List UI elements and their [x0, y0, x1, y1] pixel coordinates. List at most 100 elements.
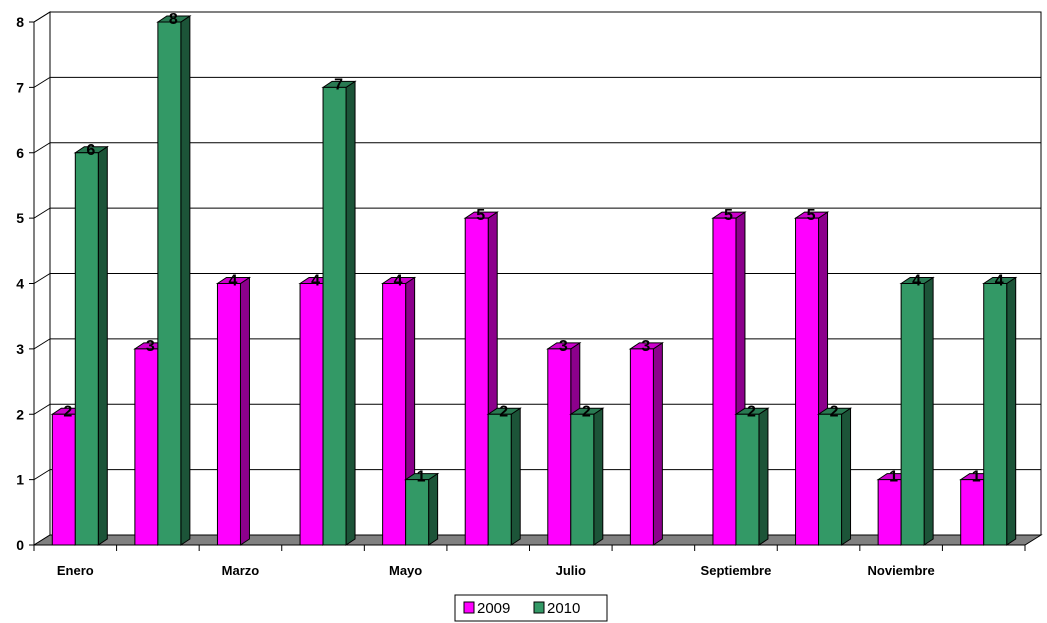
y-tick-label: 0	[16, 537, 24, 553]
bar-front	[134, 348, 159, 546]
bar-front	[818, 413, 843, 546]
bar-front	[900, 283, 925, 546]
data-label: 4	[995, 273, 1004, 290]
data-label: 5	[724, 207, 733, 224]
bar-2010-diciembre	[982, 276, 1018, 546]
gridlines	[33, 11, 1041, 481]
bar-side	[428, 472, 439, 546]
bar-front	[382, 283, 407, 546]
bars	[50, 15, 1018, 546]
bar-2010-octubre	[816, 407, 853, 546]
bar-2010-septiembre	[734, 407, 770, 546]
x-tick-label: Julio	[556, 563, 586, 578]
y-tick-label: 1	[16, 472, 24, 488]
data-label: 1	[972, 469, 981, 486]
bar-2010-julio	[569, 407, 605, 546]
data-label: 1	[417, 469, 426, 486]
bar-front	[712, 217, 737, 546]
bar-front	[51, 413, 76, 546]
data-label: 2	[63, 403, 72, 420]
bar-front	[157, 21, 182, 546]
gridline-side	[33, 76, 51, 88]
bar-side	[97, 145, 108, 546]
data-label: 4	[394, 273, 403, 290]
bar-side	[923, 276, 934, 546]
bar-side	[841, 407, 852, 546]
bar-2010-febrero	[156, 15, 192, 546]
bar-front	[405, 479, 430, 546]
data-label: 4	[912, 273, 921, 290]
data-label: 8	[169, 11, 178, 28]
y-tick-label: 7	[16, 79, 24, 95]
bar-front	[735, 413, 760, 546]
data-label: 2	[747, 403, 756, 420]
data-label: 3	[146, 338, 155, 355]
data-labels: 2 6 3 8 4 4 7 4 1 5 2 3 2 3 5 2 5 2 1 4 1 4	[63, 11, 1003, 486]
data-label: 1	[889, 469, 898, 486]
data-label: 3	[559, 338, 568, 355]
data-label: 7	[334, 76, 343, 93]
gridline-side	[33, 273, 51, 284]
y-tick-label: 2	[16, 406, 24, 422]
legend-swatch	[463, 601, 475, 614]
bar-front	[547, 348, 572, 546]
gridline-side	[33, 207, 51, 219]
bar-front	[570, 413, 595, 546]
y-tick-label: 5	[16, 210, 24, 226]
bar-side	[593, 407, 604, 546]
bar-2010-junio	[486, 407, 522, 546]
data-label: 5	[807, 207, 816, 224]
x-tick-label: Noviembre	[868, 563, 935, 578]
bar-side	[180, 15, 191, 546]
legend: 2009 2010	[454, 594, 608, 622]
bar-2010-noviembre	[899, 276, 935, 546]
x-tick-label: Mayo	[389, 563, 422, 578]
gridline-side	[33, 11, 51, 23]
x-tick-label: Septiembre	[701, 563, 772, 578]
bar-2010-enero	[73, 145, 109, 546]
gridline-side	[33, 469, 51, 481]
y-tick-label: 8	[16, 14, 24, 30]
data-label: 5	[476, 207, 485, 224]
bar-side	[758, 407, 769, 546]
y-tick-label: 6	[16, 145, 24, 161]
legend-swatch	[533, 601, 545, 614]
bar-front	[983, 283, 1008, 546]
x-tick-label: Enero	[57, 563, 94, 578]
bar-front	[795, 217, 820, 546]
bar-front	[877, 479, 902, 546]
data-label: 2	[582, 403, 591, 420]
bar-side	[1006, 276, 1017, 546]
data-label: 2	[830, 403, 839, 420]
bar-front	[299, 283, 324, 546]
gridline-side	[33, 142, 51, 154]
bar-side	[239, 276, 250, 546]
bar-front	[960, 479, 985, 546]
x-tick-label: Marzo	[222, 563, 260, 578]
legend-label: 2009	[477, 600, 510, 617]
data-label: 2	[499, 403, 508, 420]
y-tick-label: 4	[16, 276, 24, 292]
bar-side	[510, 407, 521, 546]
bar-front	[464, 217, 489, 546]
gridline-side	[33, 338, 51, 350]
bar-2010-mayo	[403, 472, 440, 546]
bar-side	[652, 341, 663, 546]
bar-front	[487, 413, 512, 546]
data-label: 4	[311, 273, 320, 290]
bar-2010-abril	[321, 80, 357, 546]
bar-side	[345, 80, 356, 546]
y-tick-label: 3	[16, 341, 24, 357]
bar-front	[74, 152, 99, 546]
data-label: 4	[229, 273, 238, 290]
gridline-side	[33, 403, 51, 415]
bar-2009-marzo	[215, 276, 252, 546]
data-label: 3	[641, 338, 650, 355]
legend-label: 2010	[547, 600, 580, 617]
axes: 0 1 2 3 4 5 6 7 8 Enero Marzo Mayo Julio Septiembre No…	[16, 14, 1026, 578]
data-label: 6	[86, 142, 95, 159]
bar-front	[322, 86, 347, 546]
bar-front	[216, 283, 241, 546]
